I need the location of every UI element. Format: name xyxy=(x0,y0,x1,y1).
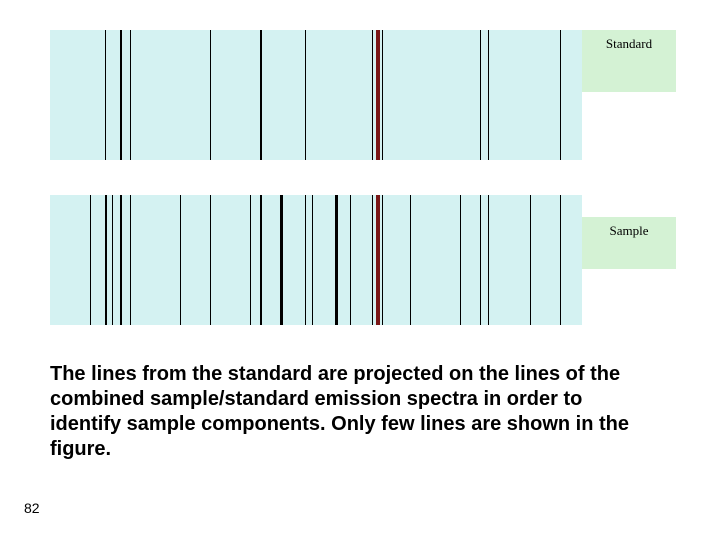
spectral-line xyxy=(130,195,131,325)
spectral-line xyxy=(372,195,373,325)
spectral-line xyxy=(250,195,251,325)
standard-label-box: Standard xyxy=(582,30,676,92)
spectral-line xyxy=(305,30,306,160)
spectral-line xyxy=(130,30,131,160)
spectral-line xyxy=(280,195,283,325)
page-number: 82 xyxy=(24,500,40,516)
sample-label: Sample xyxy=(610,223,649,239)
spectral-line xyxy=(560,195,561,325)
spectral-line xyxy=(560,30,561,160)
standard-spectrum-band xyxy=(50,30,582,160)
spectral-line xyxy=(90,195,91,325)
spectral-line xyxy=(260,30,262,160)
sample-spectrum-band xyxy=(50,195,582,325)
spectral-line xyxy=(312,195,313,325)
spectral-line xyxy=(382,30,383,160)
sample-label-box: Sample xyxy=(582,217,676,269)
spectral-line xyxy=(480,195,481,325)
spectral-line xyxy=(335,195,338,325)
slide: Standard Sample The lines from the stand… xyxy=(0,0,720,540)
spectral-line xyxy=(180,195,181,325)
spectral-line xyxy=(105,30,106,160)
spectral-line xyxy=(382,195,383,325)
spectral-line xyxy=(480,30,481,160)
sample-spectrum: Sample xyxy=(50,195,676,325)
caption-text: The lines from the standard are projecte… xyxy=(50,362,640,462)
spectral-line xyxy=(372,30,373,160)
standard-label: Standard xyxy=(606,36,652,52)
spectral-line xyxy=(410,195,411,325)
spectral-line xyxy=(112,195,113,325)
standard-spectrum: Standard xyxy=(50,30,676,160)
spectral-line xyxy=(210,30,211,160)
spectral-line xyxy=(488,30,489,160)
spectral-line xyxy=(460,195,461,325)
spectral-line xyxy=(260,195,262,325)
spectral-line xyxy=(376,195,380,325)
spectral-line xyxy=(210,195,211,325)
spectral-line xyxy=(120,195,122,325)
spectral-line xyxy=(120,30,122,160)
spectral-line xyxy=(488,195,489,325)
spectral-line xyxy=(105,195,107,325)
spectral-line xyxy=(305,195,306,325)
spectral-line xyxy=(376,30,380,160)
spectral-line xyxy=(530,195,531,325)
spectral-line xyxy=(350,195,351,325)
